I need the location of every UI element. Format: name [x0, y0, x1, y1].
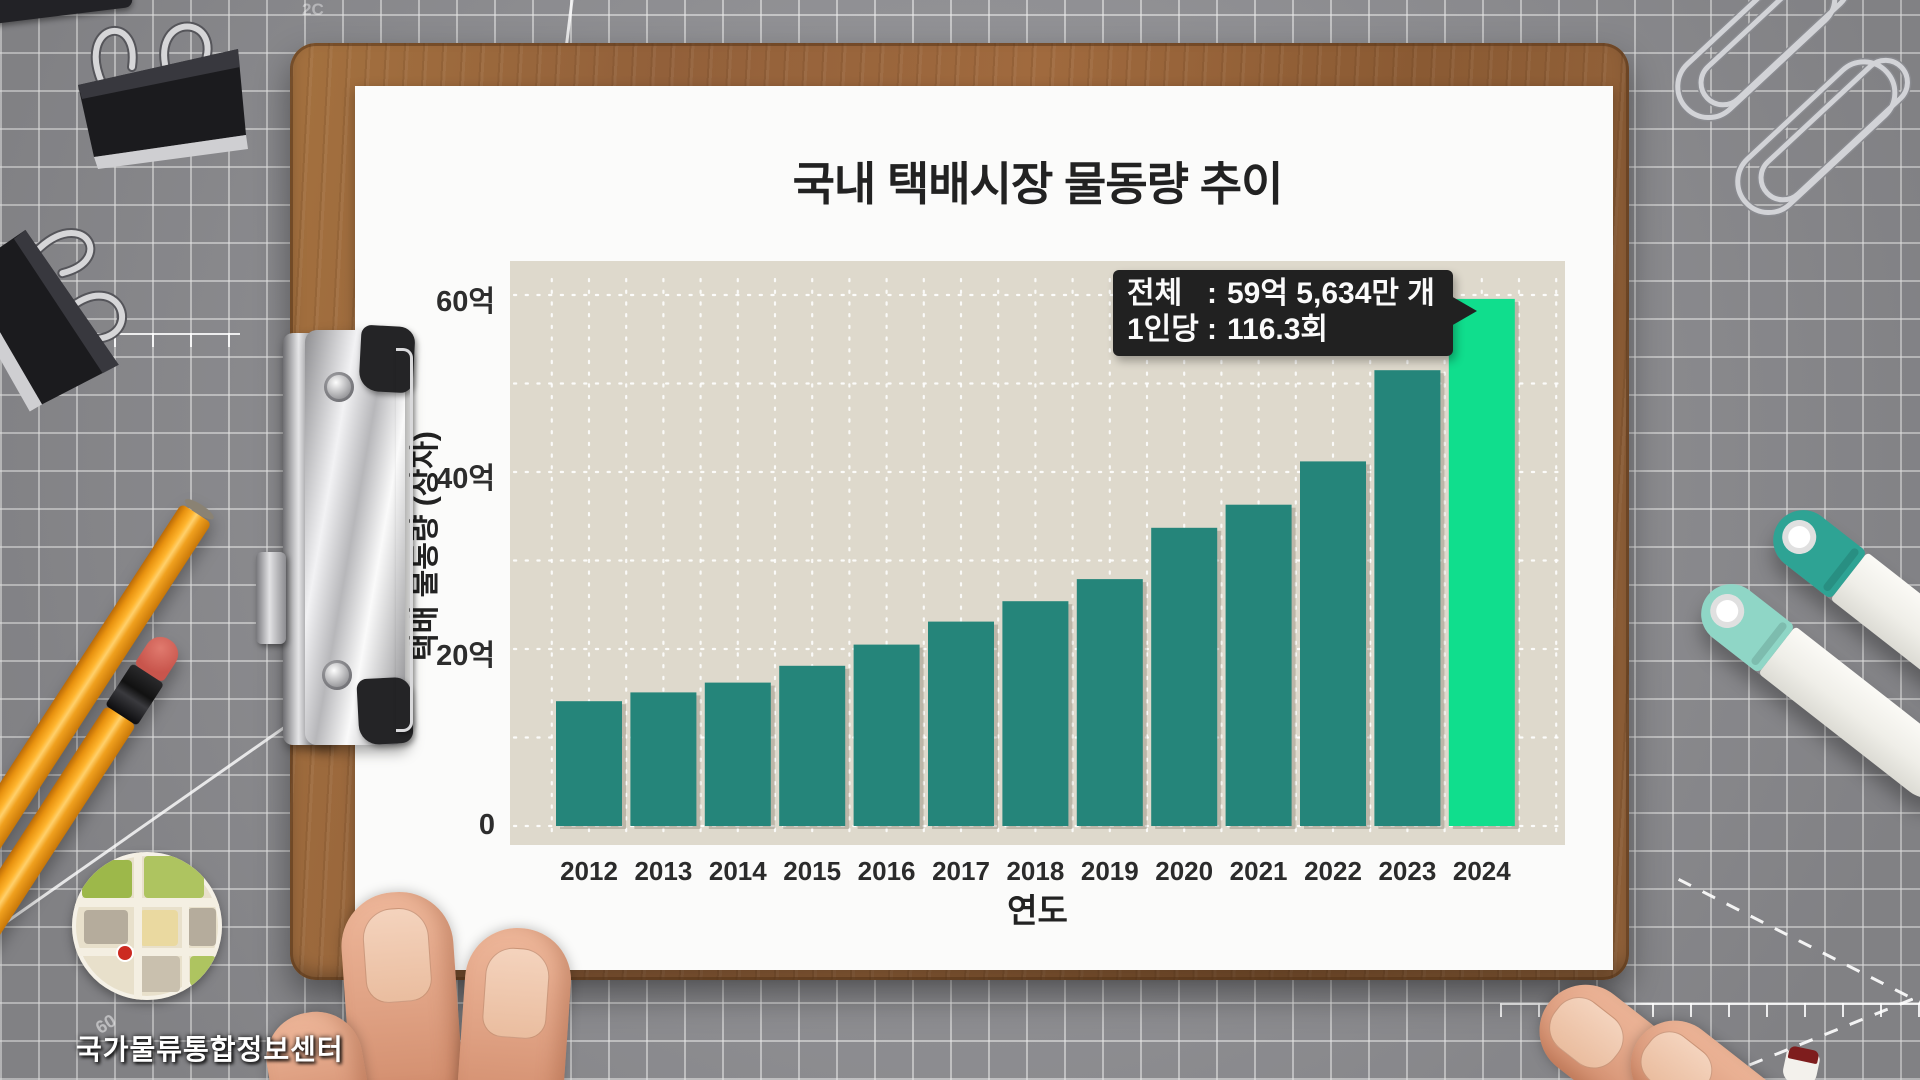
map-road [134, 852, 142, 1000]
callout-colon: : [1207, 313, 1217, 346]
x-tick-label-2012: 2012 [560, 856, 618, 886]
bar-2016 [853, 644, 920, 826]
x-tick-label-2019: 2019 [1080, 856, 1139, 886]
binder-clip-icon [78, 21, 248, 169]
clip-side-tab [256, 552, 286, 644]
map-sticker [72, 852, 222, 1000]
callout-value: 116.3회 [1227, 313, 1329, 346]
chart-title: 국내 택배시장 물동량 추이 [792, 158, 1284, 210]
fingernail [360, 905, 434, 1005]
map-block [84, 910, 128, 944]
callout-label: 1인당 [1127, 313, 1199, 346]
binder-clip-icon [0, 227, 127, 412]
map-block [188, 908, 216, 946]
bar-2019 [1076, 579, 1143, 826]
chart-paper: 국내 택배시장 물동량 추이 택배 물동량 (상자) 0 20억 40억 60억 20… [355, 86, 1613, 970]
marker-body [1758, 626, 1920, 811]
mini-marker-tip [1780, 1046, 1822, 1080]
x-tick-label-2015: 2015 [783, 856, 842, 886]
map-road [72, 898, 222, 907]
fingernail [1538, 986, 1635, 1080]
bar-2017 [928, 621, 994, 826]
y-tick-label: 20억 [436, 640, 495, 672]
plot-area [510, 261, 1565, 845]
y-tick-label: 40억 [436, 463, 495, 495]
map-road [182, 898, 189, 1000]
fingernail [481, 945, 552, 1041]
x-tick-label-2021: 2021 [1229, 856, 1288, 886]
x-tick-label-2022: 2022 [1304, 856, 1362, 886]
y-tick-label: 60억 [436, 286, 495, 318]
x-tick-label-2020: 2020 [1155, 856, 1214, 886]
x-axis-title: 연도 [1007, 892, 1068, 929]
callout-row: 전체:59억 5,634만 개 [1127, 276, 1435, 312]
paper-clip-icon [1733, 56, 1912, 217]
bar-2018 [1002, 601, 1069, 826]
bar-2021 [1225, 504, 1292, 826]
watermark: 국가물류통합정보센터 [76, 1034, 344, 1065]
bar-2013 [630, 692, 697, 826]
callout-label: 전체 [1127, 277, 1183, 310]
bar-2012 [556, 701, 622, 826]
x-tick-label-2016: 2016 [857, 856, 916, 886]
y-tick-label: 0 [478, 809, 495, 841]
callout-colon: : [1207, 277, 1217, 310]
x-tick-label-2024: 2024 [1452, 856, 1511, 886]
map-pin-icon [116, 944, 134, 962]
map-block [82, 860, 132, 898]
callout-row: 1인당:116.3회 [1127, 312, 1435, 348]
map-road [72, 948, 222, 956]
x-tick-label-2013: 2013 [634, 856, 693, 886]
bar-2024 [1448, 298, 1515, 826]
plot-grid-and-bars [512, 277, 1563, 841]
clip-screw [324, 372, 354, 402]
map-block [140, 910, 178, 946]
clipboard-clip-plate [305, 330, 405, 745]
data-callout: 전체:59억 5,634만 개 1인당:116.3회 [1113, 270, 1477, 356]
bar-2014 [704, 682, 771, 826]
clip-lever-wire [396, 348, 413, 732]
x-tick-label-2014: 2014 [708, 856, 767, 886]
mat-edge-marking: 2C [302, 0, 324, 19]
paper-clip-icon [1673, 0, 1852, 122]
bar-2020 [1151, 527, 1218, 826]
bar-2015 [779, 665, 846, 826]
map-block [144, 856, 204, 898]
map-block [190, 956, 216, 986]
x-tick-label-2018: 2018 [1006, 856, 1065, 886]
callout-value: 59억 5,634만 개 [1227, 277, 1435, 310]
bar-2022 [1300, 461, 1366, 826]
bar-2023 [1374, 370, 1441, 826]
clip-screw [322, 660, 352, 690]
x-tick-label-2017: 2017 [932, 856, 990, 886]
x-tick-label-2023: 2023 [1378, 856, 1437, 886]
